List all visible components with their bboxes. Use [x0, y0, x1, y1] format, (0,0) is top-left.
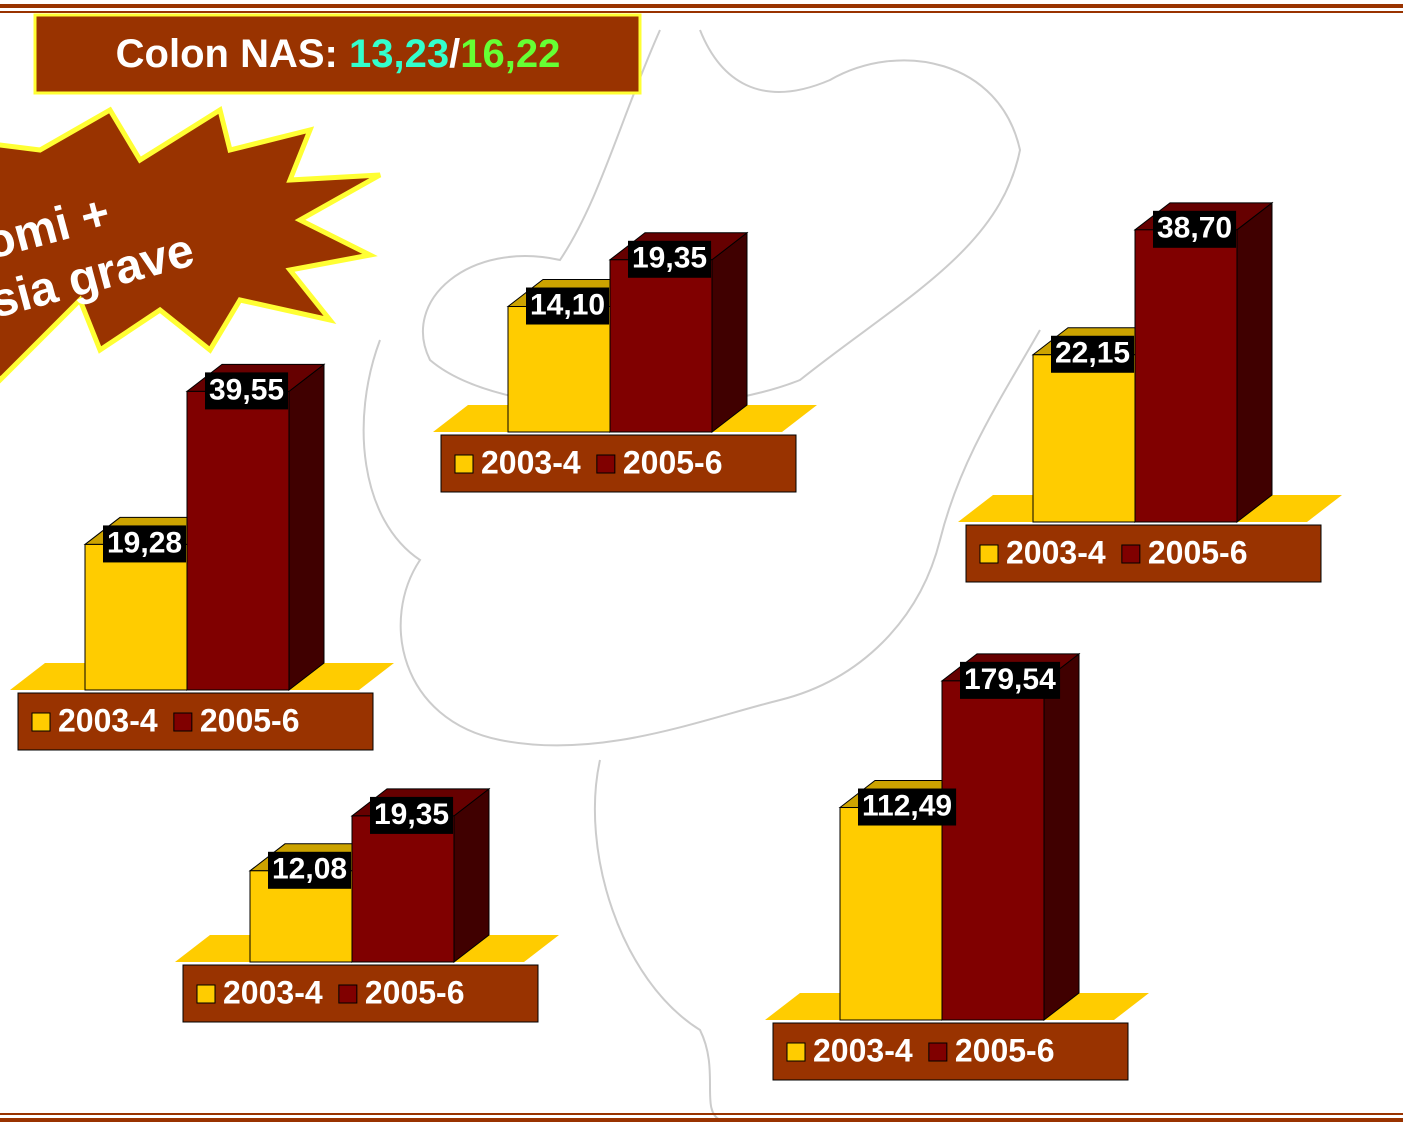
bar — [508, 307, 610, 432]
bar-side — [1237, 203, 1272, 522]
legend-label: 2005-6 — [365, 974, 465, 1010]
header-separator: / — [449, 32, 460, 76]
bar-side — [454, 789, 489, 962]
legend-swatch — [597, 455, 615, 473]
border-line — [0, 11, 1403, 13]
bar — [610, 260, 712, 432]
bar — [187, 391, 289, 690]
header-box: Colon NAS: 13,23/16,22 — [35, 15, 640, 93]
value-label: 39,55 — [209, 373, 284, 406]
legend-label: 2005-6 — [200, 702, 300, 738]
value-label: 22,15 — [1055, 337, 1130, 370]
value-label: 19,28 — [107, 526, 182, 559]
header-label: Colon NAS: — [116, 32, 338, 76]
bar — [352, 816, 454, 962]
legend-swatch — [339, 985, 357, 1003]
bar-side — [712, 233, 747, 432]
legend-swatch — [929, 1043, 947, 1061]
legend-label: 2003-4 — [223, 974, 323, 1010]
legend-swatch — [197, 985, 215, 1003]
page: omi + sia grave Colon NAS: 13,23/16,22 1… — [0, 0, 1403, 1131]
slide: omi + sia grave Colon NAS: 13,23/16,22 1… — [0, 0, 1403, 1131]
legend-label: 2003-4 — [813, 1032, 913, 1068]
value-label: 38,70 — [1157, 212, 1232, 245]
value-label: 179,54 — [964, 663, 1056, 696]
value-label: 112,49 — [862, 789, 952, 822]
legend-label: 2005-6 — [955, 1032, 1055, 1068]
legend-swatch — [787, 1043, 805, 1061]
bar — [942, 681, 1044, 1020]
legend-swatch — [32, 713, 50, 731]
bar-side — [289, 364, 324, 690]
header-value: 16,22 — [460, 32, 560, 76]
legend-label: 2005-6 — [1148, 534, 1248, 570]
bar — [85, 544, 187, 690]
value-label: 14,10 — [530, 288, 605, 321]
value-label: 19,35 — [374, 798, 449, 831]
border-line — [0, 1118, 1403, 1122]
legend-swatch — [980, 545, 998, 563]
legend-swatch — [1122, 545, 1140, 563]
header-value: 13,23 — [349, 32, 449, 76]
legend-label: 2003-4 — [1006, 534, 1106, 570]
legend-swatch — [455, 455, 473, 473]
bar — [840, 808, 942, 1020]
legend-swatch — [174, 713, 192, 731]
border-line — [0, 4, 1403, 8]
bar-side — [1044, 654, 1079, 1020]
legend-label: 2005-6 — [623, 444, 723, 480]
header-text: Colon NAS: 13,23/16,22 — [116, 32, 561, 76]
value-label: 12,08 — [272, 853, 347, 886]
bar — [1033, 355, 1135, 522]
value-label: 19,35 — [632, 242, 707, 275]
bar — [1135, 230, 1237, 522]
border-line — [0, 1113, 1403, 1115]
legend-label: 2003-4 — [481, 444, 581, 480]
legend-label: 2003-4 — [58, 702, 158, 738]
